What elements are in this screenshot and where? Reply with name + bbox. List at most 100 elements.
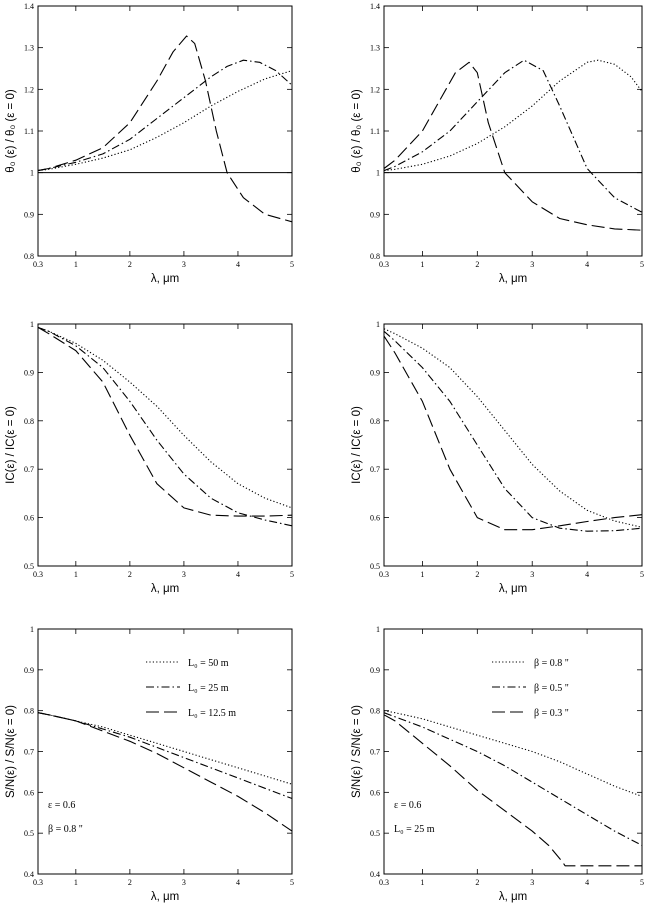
x-tick-label: 0.3	[33, 570, 43, 579]
legend-label: L₀ = 50 m	[188, 658, 229, 669]
y-axis-label: S/N(ε) / S/N(ε = 0)	[5, 705, 17, 798]
y-tick-label: 1	[376, 625, 380, 634]
series-line-dashdot	[37, 712, 293, 800]
x-tick-label: 5	[290, 260, 294, 269]
y-tick-label: 0.5	[24, 562, 34, 571]
x-tick-label: 0.3	[379, 570, 389, 579]
annotation-text: ε = 0.6	[48, 800, 75, 811]
y-tick-label: 1	[376, 320, 380, 329]
series-line-longdash	[37, 35, 293, 223]
x-tick-label: 5	[640, 878, 644, 887]
y-tick-label: 0.5	[370, 829, 380, 838]
y-tick-label: 0.7	[24, 465, 34, 474]
x-tick-label: 5	[640, 570, 644, 579]
x-tick-label: 5	[290, 570, 294, 579]
plot-frame	[37, 5, 293, 257]
y-tick-label: 0.7	[370, 465, 380, 474]
x-tick-label: 1	[420, 260, 424, 269]
series-line-dashdot	[383, 330, 643, 532]
series-line-dotted	[37, 712, 293, 785]
x-tick-label: 2	[475, 878, 479, 887]
annotation-text: β = 0.8 "	[48, 824, 83, 835]
y-tick-label: 1	[30, 625, 34, 634]
series-line-dashdot	[37, 326, 293, 527]
y-tick-label: 1.1	[24, 127, 34, 136]
y-tick-label: 0.8	[370, 707, 380, 716]
y-axis-label: S/N(ε) / S/N(ε = 0)	[351, 705, 363, 798]
x-tick-label: 0.3	[379, 878, 389, 887]
y-axis-label: θ₀ (ε) / θ₀ (ε = 0)	[5, 89, 17, 173]
y-tick-label: 0.6	[24, 514, 34, 523]
y-tick-label: 1.2	[370, 85, 380, 94]
series-line-longdash	[383, 335, 643, 531]
x-axis-label: λ, μm	[151, 273, 179, 285]
y-tick-label: 1.4	[370, 2, 380, 11]
x-tick-label: 2	[475, 260, 479, 269]
y-tick-label: 1	[376, 169, 380, 178]
x-tick-label: 3	[182, 878, 186, 887]
y-tick-label: 0.9	[370, 368, 380, 377]
x-tick-label: 2	[128, 570, 132, 579]
legend-label: L₀ = 25 m	[188, 683, 229, 694]
y-tick-label: 0.9	[24, 210, 34, 219]
y-tick-label: 0.7	[24, 748, 34, 757]
x-tick-label: 1	[420, 878, 424, 887]
x-tick-label: 1	[420, 570, 424, 579]
x-tick-label: 5	[290, 878, 294, 887]
legend-label: β = 0.3 "	[534, 708, 569, 719]
y-tick-label: 0.5	[24, 829, 34, 838]
plot-frame	[383, 628, 643, 875]
x-tick-label: 3	[182, 570, 186, 579]
x-tick-label: 5	[640, 260, 644, 269]
x-axis-label: λ, μm	[151, 583, 179, 595]
x-tick-label: 3	[530, 878, 534, 887]
y-tick-label: 1.3	[370, 44, 380, 53]
plot-frame	[383, 323, 643, 567]
annotation-text: ε = 0.6	[394, 800, 421, 811]
x-axis-label: λ, μm	[499, 273, 527, 285]
x-tick-label: 2	[128, 878, 132, 887]
y-tick-label: 0.9	[370, 210, 380, 219]
x-tick-label: 1	[74, 570, 78, 579]
series-line-longdash	[383, 61, 643, 231]
y-axis-label: IC(ε) / IC(ε = 0)	[351, 406, 363, 484]
chart-panel-2: 0.3 1 2 3 4 5 0.8 0.9 1 1.1 1.2 1.3 1.4 λ, μm θ₀ (ε) /…	[351, 2, 644, 285]
series-line-dotted	[37, 326, 293, 509]
series-line-longdash	[37, 712, 293, 832]
x-tick-label: 0.3	[379, 260, 389, 269]
y-tick-label: 1	[30, 320, 34, 329]
x-tick-label: 4	[236, 260, 240, 269]
series-line-dotted	[383, 328, 643, 528]
x-tick-label: 0.3	[33, 260, 43, 269]
y-tick-label: 0.4	[24, 870, 34, 879]
x-tick-label: 4	[585, 260, 589, 269]
series-line-dashdot	[383, 59, 643, 213]
x-tick-label: 4	[585, 570, 589, 579]
y-tick-label: 0.6	[370, 514, 380, 523]
y-tick-label: 0.8	[24, 707, 34, 716]
legend-label: β = 0.8 "	[534, 658, 569, 669]
x-axis-label: λ, μm	[151, 891, 179, 903]
x-axis-label: λ, μm	[499, 583, 527, 595]
y-tick-label: 0.8	[24, 417, 34, 426]
y-tick-label: 0.9	[24, 368, 34, 377]
series-line-dotted	[383, 710, 643, 797]
x-tick-label: 3	[530, 260, 534, 269]
y-tick-label: 0.8	[24, 252, 34, 261]
x-tick-label: 1	[74, 878, 78, 887]
annotation-text: L₀ = 25 m	[394, 824, 435, 835]
series-line-dotted	[37, 70, 293, 172]
y-tick-label: 0.8	[370, 252, 380, 261]
series-line-dashdot	[383, 712, 643, 846]
y-tick-label: 1.2	[24, 85, 34, 94]
x-tick-label: 2	[128, 260, 132, 269]
y-tick-label: 0.9	[24, 666, 34, 675]
series-line-dotted	[383, 59, 643, 172]
y-tick-label: 1.1	[370, 127, 380, 136]
chart-panel-1: 0.3 1 2 3 4 5 0.8 0.9 1 1.1 1.2 1.3 1.4 λ, μm θ₀ (ε) /…	[5, 2, 294, 285]
series-line-dashdot	[37, 59, 293, 172]
x-tick-label: 1	[74, 260, 78, 269]
y-tick-label: 0.4	[370, 870, 380, 879]
x-tick-label: 4	[585, 878, 589, 887]
